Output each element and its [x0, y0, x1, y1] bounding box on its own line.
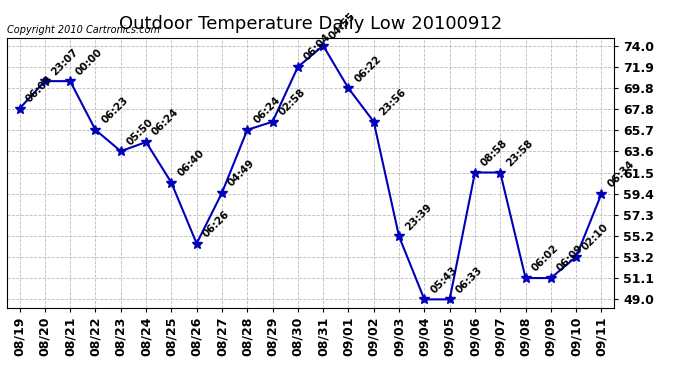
Text: 06:40: 06:40 — [175, 148, 206, 178]
Text: 02:10: 02:10 — [580, 222, 611, 253]
Text: Outdoor Temperature Daily Low 20100912: Outdoor Temperature Daily Low 20100912 — [119, 15, 502, 33]
Text: Copyright 2010 Cartronics.com: Copyright 2010 Cartronics.com — [7, 25, 160, 35]
Text: 23:39: 23:39 — [403, 202, 433, 232]
Text: 06:24: 06:24 — [150, 107, 181, 138]
Text: 06:33: 06:33 — [454, 265, 484, 295]
Text: 02:58: 02:58 — [277, 87, 307, 118]
Text: 06:22: 06:22 — [353, 54, 383, 84]
Text: 08:58: 08:58 — [479, 138, 510, 168]
Text: 23:07: 23:07 — [49, 46, 79, 77]
Text: 05:50: 05:50 — [125, 117, 155, 147]
Text: 00:00: 00:00 — [75, 46, 105, 77]
Text: 06:24: 06:24 — [251, 95, 282, 126]
Text: 04:55: 04:55 — [327, 11, 358, 42]
Text: 04:49: 04:49 — [226, 158, 257, 189]
Text: 06:09: 06:09 — [23, 74, 54, 104]
Text: 23:56: 23:56 — [378, 87, 408, 118]
Text: 06:09: 06:09 — [555, 243, 585, 274]
Text: 06:02: 06:02 — [530, 243, 560, 274]
Text: 06:34: 06:34 — [606, 159, 636, 190]
Text: 23:58: 23:58 — [504, 138, 535, 168]
Text: 05:43: 05:43 — [428, 265, 459, 295]
Text: 06:26: 06:26 — [201, 209, 231, 239]
Text: 06:04: 06:04 — [302, 32, 333, 63]
Text: 06:23: 06:23 — [99, 95, 130, 126]
